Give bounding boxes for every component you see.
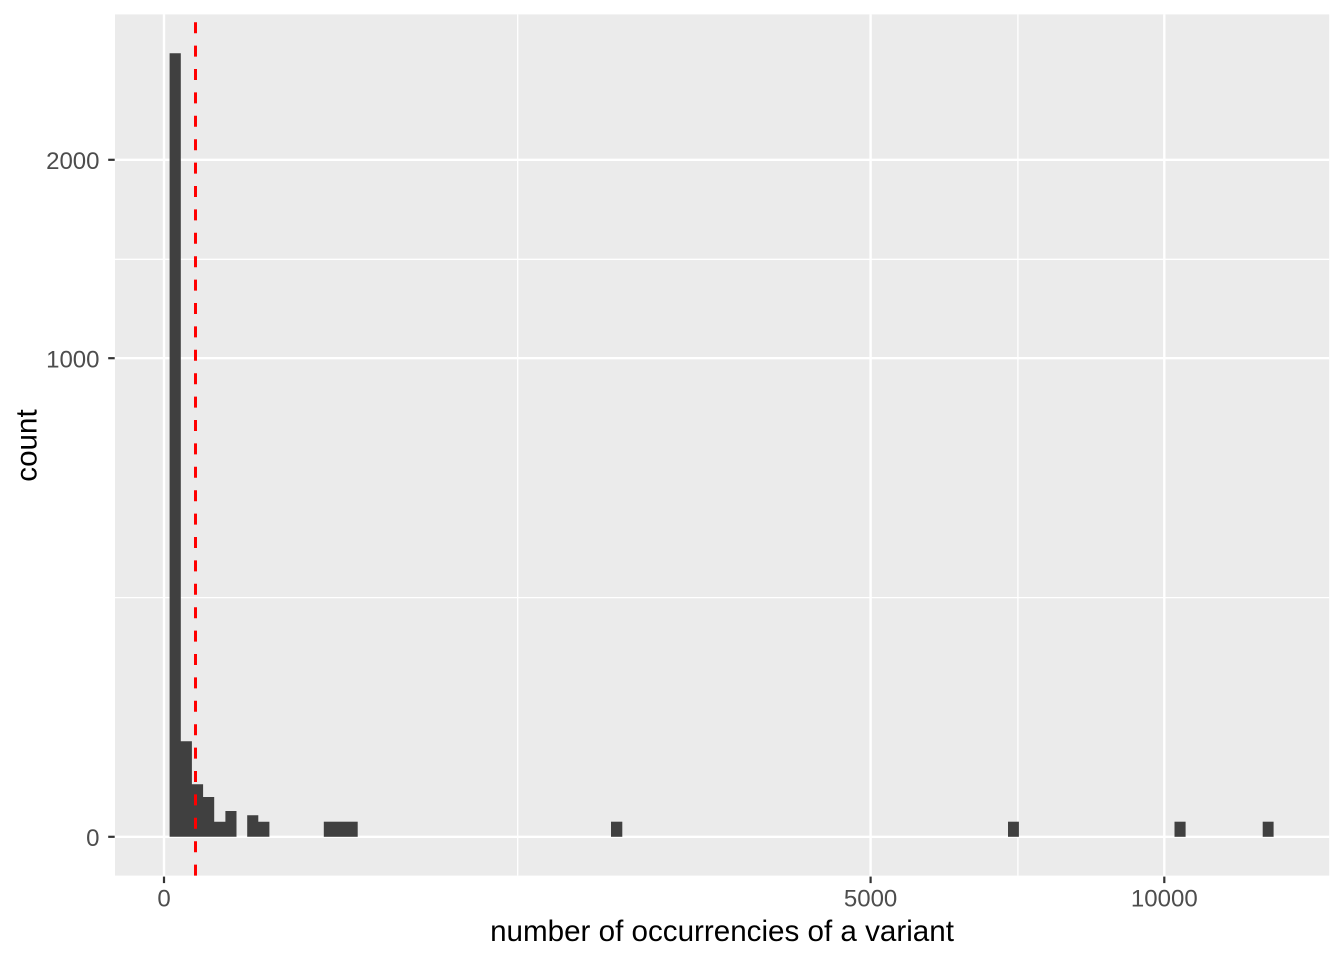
svg-text:1000: 1000 [46, 347, 99, 374]
svg-text:5000: 5000 [844, 886, 897, 913]
svg-text:2000: 2000 [46, 148, 99, 175]
svg-text:0: 0 [157, 886, 170, 913]
svg-text:count: count [11, 409, 44, 481]
svg-text:10000: 10000 [1131, 886, 1198, 913]
svg-text:number of occurrencies of a va: number of occurrencies of a variant [490, 915, 954, 948]
svg-text:0: 0 [86, 825, 99, 852]
